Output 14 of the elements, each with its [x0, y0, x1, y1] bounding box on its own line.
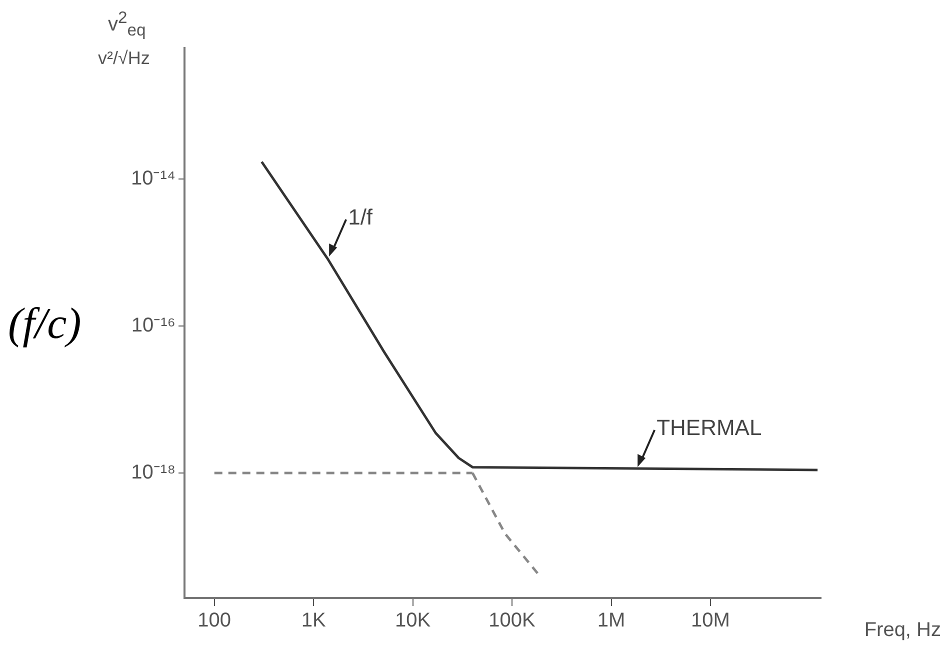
x-tick-label: 1K	[301, 610, 326, 632]
x-tick-label: 10M	[691, 610, 730, 632]
x-axis-title: Freq, Hz	[864, 619, 941, 642]
annotation: 1/f	[348, 204, 374, 230]
text: v²/√Hz	[98, 48, 150, 69]
x-tick-label: 100K	[488, 610, 536, 632]
annotation: THERMAL	[656, 415, 762, 440]
y-tick-label: 10⁻¹⁴	[131, 167, 176, 190]
y-tick-label: 10⁻¹⁸	[131, 462, 176, 484]
y-tick-label: 10⁻¹⁶	[131, 314, 176, 336]
text: (f/c)	[8, 298, 82, 349]
x-tick-label: 10K	[395, 610, 432, 632]
x-tick-label: 100	[198, 610, 232, 632]
x-tick-label: 1M	[597, 610, 626, 632]
